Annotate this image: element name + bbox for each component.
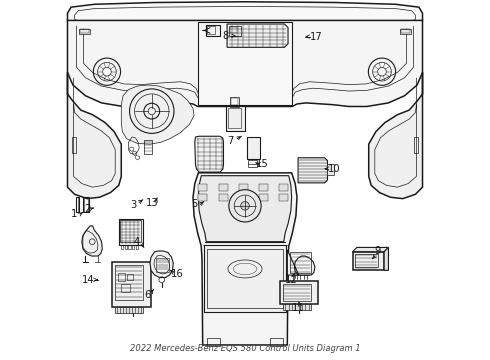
Text: 3: 3: [131, 200, 137, 210]
Bar: [280, 281, 318, 305]
Bar: [79, 29, 90, 34]
Bar: [219, 194, 227, 201]
Bar: [115, 307, 143, 313]
Polygon shape: [195, 136, 223, 172]
Polygon shape: [298, 158, 327, 183]
Polygon shape: [68, 72, 122, 199]
Bar: [83, 197, 89, 212]
Bar: [207, 249, 283, 308]
Bar: [219, 184, 227, 191]
Bar: [353, 252, 384, 270]
Bar: [144, 140, 152, 154]
Text: 2: 2: [84, 204, 90, 214]
Bar: [207, 26, 215, 34]
Polygon shape: [82, 226, 102, 256]
Polygon shape: [368, 72, 422, 199]
Bar: [259, 184, 268, 191]
Bar: [228, 108, 242, 128]
Bar: [400, 29, 411, 34]
Bar: [414, 137, 418, 153]
Bar: [125, 244, 127, 249]
Text: 12: 12: [285, 275, 297, 285]
Text: 6: 6: [144, 290, 150, 300]
Bar: [283, 305, 311, 310]
Bar: [122, 244, 123, 249]
Bar: [327, 164, 334, 175]
Bar: [136, 244, 138, 249]
Text: 10: 10: [328, 163, 341, 174]
Text: 14: 14: [82, 275, 94, 285]
Bar: [156, 258, 169, 272]
Bar: [112, 262, 151, 307]
Bar: [279, 184, 288, 191]
Circle shape: [229, 190, 261, 222]
Text: 15: 15: [256, 159, 269, 169]
Bar: [84, 198, 88, 212]
Polygon shape: [384, 247, 389, 270]
Bar: [355, 253, 378, 267]
Bar: [76, 197, 79, 212]
Text: 9: 9: [374, 246, 381, 256]
Bar: [198, 184, 207, 191]
Polygon shape: [198, 176, 292, 242]
Polygon shape: [150, 251, 173, 278]
Bar: [230, 27, 238, 33]
Bar: [270, 338, 283, 346]
Text: 5: 5: [191, 199, 197, 210]
Polygon shape: [68, 2, 422, 27]
Bar: [198, 194, 207, 201]
Polygon shape: [122, 85, 194, 144]
Polygon shape: [353, 247, 389, 252]
Bar: [204, 245, 286, 312]
Bar: [248, 160, 257, 167]
Bar: [229, 26, 242, 36]
Bar: [230, 97, 239, 107]
Bar: [80, 30, 89, 33]
Bar: [206, 25, 220, 36]
Bar: [401, 30, 410, 33]
Bar: [239, 184, 247, 191]
Polygon shape: [287, 250, 315, 275]
Bar: [115, 265, 143, 301]
Text: 1: 1: [71, 209, 77, 219]
Text: 11: 11: [292, 303, 304, 314]
Bar: [290, 252, 311, 273]
Text: 8: 8: [222, 31, 228, 41]
Bar: [197, 22, 293, 105]
Bar: [226, 107, 245, 131]
Bar: [122, 284, 130, 292]
Bar: [126, 274, 133, 280]
Bar: [247, 137, 260, 159]
Text: 17: 17: [310, 32, 323, 41]
Bar: [119, 219, 143, 244]
Bar: [279, 194, 288, 201]
Circle shape: [241, 202, 249, 210]
Bar: [207, 338, 220, 346]
Polygon shape: [68, 21, 422, 107]
Bar: [72, 137, 76, 153]
Text: 16: 16: [171, 269, 183, 279]
Bar: [118, 273, 125, 282]
Bar: [132, 244, 134, 249]
Text: 13: 13: [146, 198, 158, 208]
Bar: [259, 194, 268, 201]
Bar: [283, 284, 311, 301]
Polygon shape: [193, 173, 297, 345]
Text: 4: 4: [134, 237, 140, 247]
Text: 2022 Mercedes-Benz EQS 580 Control Units Diagram 1: 2022 Mercedes-Benz EQS 580 Control Units…: [130, 344, 360, 353]
Text: 7: 7: [227, 136, 234, 145]
Polygon shape: [227, 24, 288, 47]
Bar: [231, 98, 238, 105]
Bar: [120, 220, 141, 242]
Bar: [239, 194, 247, 201]
Bar: [128, 244, 131, 249]
